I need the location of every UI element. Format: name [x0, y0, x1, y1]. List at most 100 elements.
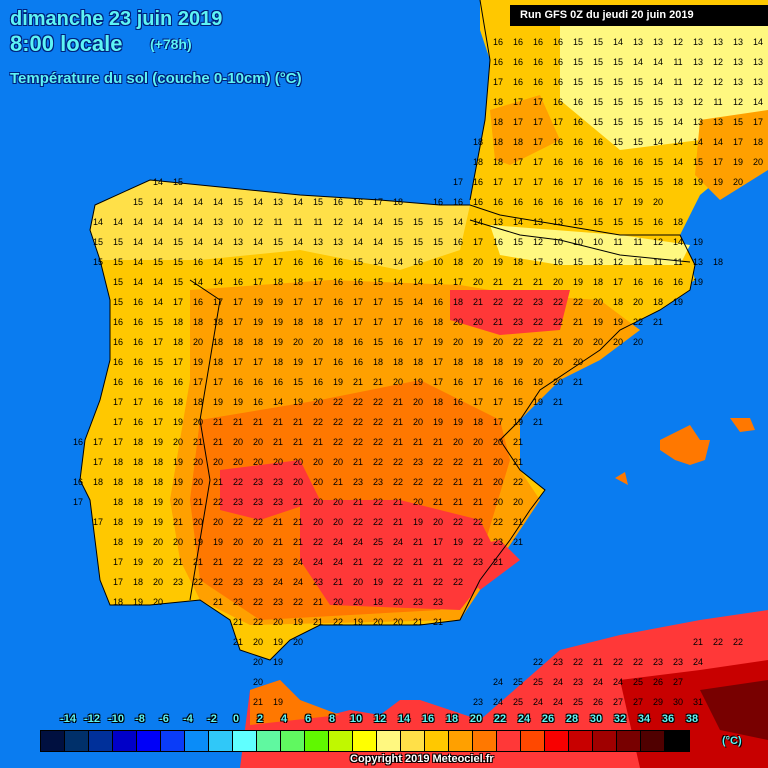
grid-value: 22 — [432, 577, 444, 587]
legend-swatch — [569, 731, 593, 751]
grid-value: 16 — [352, 277, 364, 287]
parameter-title: Température du sol (couche 0-10cm) (°C) — [10, 70, 302, 87]
grid-value: 23 — [272, 557, 284, 567]
grid-value: 25 — [572, 697, 584, 707]
legend-tick-label: -14 — [60, 713, 76, 725]
grid-value: 16 — [112, 357, 124, 367]
grid-value: 20 — [312, 497, 324, 507]
grid-value: 22 — [532, 337, 544, 347]
grid-value: 14 — [212, 257, 224, 267]
grid-value: 22 — [372, 517, 384, 527]
grid-value: 18 — [272, 277, 284, 287]
grid-value: 22 — [372, 457, 384, 467]
grid-value: 21 — [592, 657, 604, 667]
grid-value: 18 — [492, 357, 504, 367]
grid-value: 16 — [132, 357, 144, 367]
grid-value: 14 — [152, 237, 164, 247]
grid-value: 17 — [352, 297, 364, 307]
grid-value: 21 — [512, 537, 524, 547]
grid-value: 13 — [732, 77, 744, 87]
grid-value: 16 — [192, 297, 204, 307]
grid-value: 17 — [112, 417, 124, 427]
grid-value: 11 — [713, 97, 723, 107]
grid-value: 18 — [452, 257, 464, 267]
model-run-banner: Run GFS 0Z du jeudi 20 juin 2019 — [510, 5, 768, 26]
grid-value: 22 — [492, 517, 504, 527]
grid-value: 19 — [252, 297, 264, 307]
grid-value: 20 — [412, 417, 424, 427]
legend-swatch — [161, 731, 185, 751]
grid-value: 20 — [532, 357, 544, 367]
grid-value: 15 — [352, 257, 364, 267]
grid-value: 13 — [692, 117, 704, 127]
grid-value: 19 — [512, 417, 524, 427]
grid-value: 15 — [732, 117, 744, 127]
grid-value: 17 — [532, 97, 544, 107]
grid-value: 15 — [512, 397, 524, 407]
grid-value: 21 — [272, 517, 284, 527]
grid-value: 16 — [352, 197, 364, 207]
grid-value: 15 — [632, 117, 644, 127]
grid-value: 18 — [112, 517, 124, 527]
grid-value: 20 — [472, 277, 484, 287]
grid-value: 19 — [592, 317, 604, 327]
grid-value: 14 — [252, 197, 264, 207]
legend-unit: (°C) — [722, 735, 742, 747]
grid-value: 18 — [472, 157, 484, 167]
grid-value: 17 — [532, 157, 544, 167]
grid-value: 16 — [512, 77, 524, 87]
grid-value: 16 — [632, 157, 644, 167]
grid-value: 19 — [412, 377, 424, 387]
grid-value: 16 — [332, 257, 344, 267]
land-morocco-warm — [250, 680, 340, 725]
grid-value: 16 — [572, 157, 584, 167]
grid-value: 19 — [132, 597, 144, 607]
grid-value: 21 — [332, 577, 344, 587]
grid-value: 20 — [312, 337, 324, 347]
grid-value: 12 — [692, 77, 704, 87]
grid-value: 22 — [312, 417, 324, 427]
grid-value: 18 — [152, 477, 164, 487]
grid-value: 17 — [352, 317, 364, 327]
grid-value: 17 — [252, 357, 264, 367]
forecast-time: 8:00 locale — [10, 31, 123, 56]
grid-value: 20 — [592, 297, 604, 307]
grid-value: 23 — [572, 677, 584, 687]
grid-value: 21 — [352, 497, 364, 507]
grid-value: 22 — [512, 297, 524, 307]
grid-value: 16 — [132, 417, 144, 427]
grid-value: 20 — [292, 477, 304, 487]
grid-value: 23 — [172, 577, 184, 587]
grid-value: 21 — [552, 337, 564, 347]
grid-value: 15 — [392, 297, 404, 307]
grid-value: 14 — [152, 277, 164, 287]
grid-value: 14 — [672, 237, 684, 247]
grid-value: 20 — [652, 197, 664, 207]
grid-value: 20 — [612, 337, 624, 347]
grid-value: 16 — [232, 377, 244, 387]
legend-swatch — [209, 731, 233, 751]
grid-value: 21 — [292, 497, 304, 507]
grid-value: 16 — [552, 77, 564, 87]
grid-value: 20 — [232, 537, 244, 547]
grid-value: 24 — [292, 577, 304, 587]
grid-value: 15 — [572, 57, 584, 67]
legend-ticks: -14 -12 -10 -8 -6 -4 -2 0 2 4 6 8 10 12 14 16 18 20 22 24 26… — [40, 713, 740, 729]
grid-value: 14 — [632, 57, 644, 67]
legend-tick-label: 22 — [493, 713, 507, 725]
grid-value: 14 — [512, 217, 524, 227]
grid-value: 19 — [352, 617, 364, 627]
grid-value: 17 — [252, 277, 264, 287]
legend-tick-label: -8 — [135, 713, 145, 725]
grid-value: 18 — [132, 477, 144, 487]
grid-value: 16 — [672, 277, 684, 287]
grid-value: 16 — [592, 177, 604, 187]
grid-value: 22 — [632, 657, 644, 667]
grid-value: 16 — [332, 357, 344, 367]
grid-value: 21 — [652, 317, 664, 327]
legend-tick-label: -10 — [108, 713, 124, 725]
grid-value: 16 — [232, 277, 244, 287]
grid-value: 20 — [632, 297, 644, 307]
grid-value: 15 — [692, 157, 704, 167]
coastline-iberia — [79, 179, 696, 661]
